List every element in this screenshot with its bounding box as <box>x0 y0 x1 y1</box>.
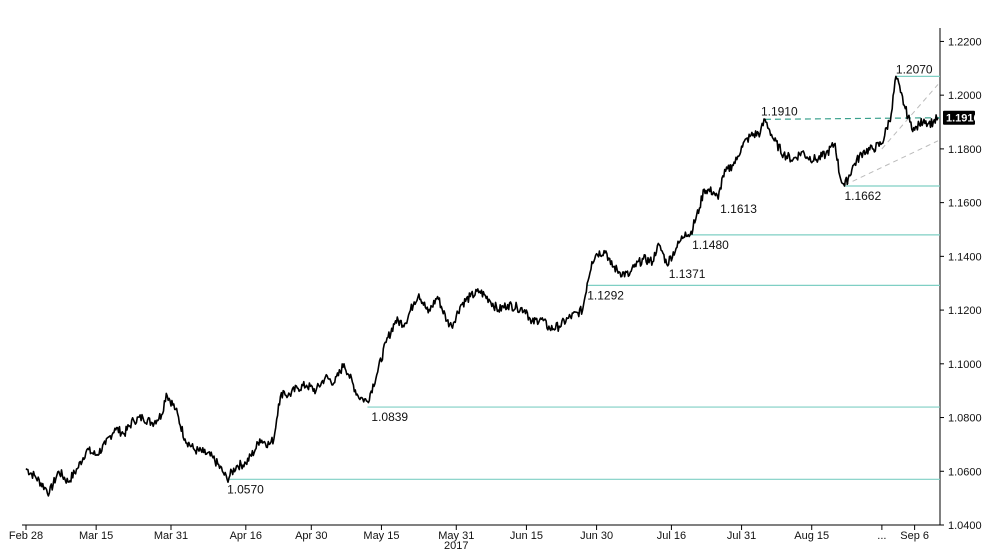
last-price-tag: 1.1916 <box>943 110 980 125</box>
x-axis-year-label: 2017 <box>444 540 468 552</box>
point-label: 1.2070 <box>896 62 933 76</box>
point-label: 1.1480 <box>692 238 729 252</box>
last-value-dashed-line <box>764 117 941 120</box>
trend-channel <box>844 84 939 186</box>
x-tick-label: Jun 15 <box>510 530 543 542</box>
x-tick-label: Aug 15 <box>794 530 829 542</box>
x-axis-ticks: Feb 28 Mar 15 Mar 31 Apr 16 Apr 30 May 15 May … <box>9 525 929 542</box>
y-tick-label: 1.0800 <box>948 413 982 425</box>
y-tick-label: 1.1200 <box>948 305 982 317</box>
point-label: 1.1292 <box>587 288 624 302</box>
y-tick-label: 1.2200 <box>948 36 982 48</box>
y-tick-label: 1.1400 <box>948 251 982 263</box>
support-resistance-lines <box>227 75 941 480</box>
y-tick-label: 1.1000 <box>948 359 982 371</box>
y-axis-ticks: 1.0400 1.0600 1.0800 1.1000 1.1200 1.1400 1.16… <box>940 36 982 532</box>
x-tick-label: Jul 31 <box>727 530 756 542</box>
y-tick-label: 1.1800 <box>948 144 982 156</box>
x-tick-label: Apr 16 <box>230 530 262 542</box>
point-label: 1.0839 <box>371 410 408 424</box>
last-price-tag-bg <box>943 110 975 125</box>
x-tick-label: May 31 <box>438 530 474 542</box>
annotation-labels: 1.0570 1.0839 1.1292 1.1371 1.1480 1.1613 1.16… <box>227 62 933 496</box>
x-tick-label: Apr 30 <box>295 530 327 542</box>
point-label: 1.1371 <box>669 267 706 281</box>
price-series-line <box>25 75 939 497</box>
x-tick-label: Sep 6 <box>900 530 929 542</box>
last-price-tag-value: 1.1916 <box>946 113 980 125</box>
point-label: 1.0570 <box>227 482 264 496</box>
x-tick-label: Mar 31 <box>154 530 188 542</box>
x-tick-label: Jul 16 <box>657 530 686 542</box>
y-tick-label: 1.0400 <box>948 520 982 532</box>
point-label: 1.1662 <box>844 189 881 203</box>
y-tick-label: 1.2000 <box>948 90 982 102</box>
point-label: 1.1613 <box>720 202 757 216</box>
x-tick-label: May 15 <box>363 530 399 542</box>
x-tick-label: ... <box>877 530 886 542</box>
y-tick-label: 1.1600 <box>948 198 982 210</box>
x-tick-label: Feb 28 <box>9 530 43 542</box>
point-label: 1.1910 <box>761 104 798 118</box>
y-tick-label: 1.0600 <box>948 466 982 478</box>
x-tick-label: Jun 30 <box>580 530 613 542</box>
x-tick-label: Mar 15 <box>79 530 113 542</box>
